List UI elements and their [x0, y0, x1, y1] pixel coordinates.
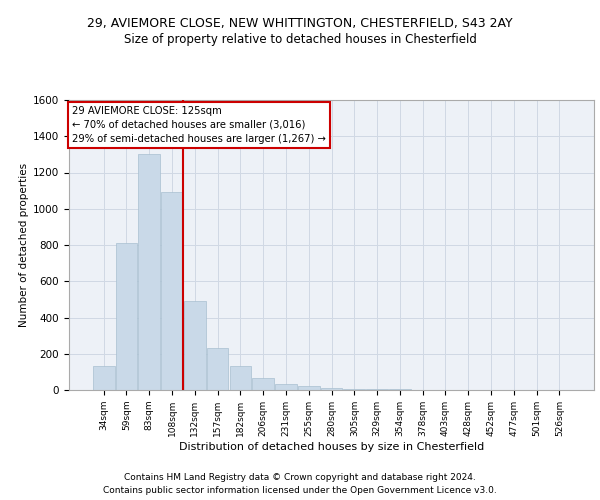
Bar	[366, 389, 388, 390]
Text: Size of property relative to detached houses in Chesterfield: Size of property relative to detached ho…	[124, 32, 476, 46]
Text: Contains public sector information licensed under the Open Government Licence v3: Contains public sector information licen…	[103, 486, 497, 495]
Bar	[207, 348, 229, 390]
Text: Contains HM Land Registry data © Crown copyright and database right 2024.: Contains HM Land Registry data © Crown c…	[124, 472, 476, 482]
X-axis label: Distribution of detached houses by size in Chesterfield: Distribution of detached houses by size …	[179, 442, 484, 452]
Bar	[139, 154, 160, 390]
Bar	[343, 388, 365, 390]
Bar	[320, 388, 343, 390]
Text: 29 AVIEMORE CLOSE: 125sqm
← 70% of detached houses are smaller (3,016)
29% of se: 29 AVIEMORE CLOSE: 125sqm ← 70% of detac…	[71, 106, 325, 144]
Bar	[275, 384, 297, 390]
Bar	[298, 386, 320, 390]
Bar	[253, 378, 274, 390]
Bar	[161, 192, 183, 390]
Bar	[116, 243, 137, 390]
Bar	[230, 366, 251, 390]
Bar	[93, 366, 115, 390]
Text: 29, AVIEMORE CLOSE, NEW WHITTINGTON, CHESTERFIELD, S43 2AY: 29, AVIEMORE CLOSE, NEW WHITTINGTON, CHE…	[87, 18, 513, 30]
Y-axis label: Number of detached properties: Number of detached properties	[19, 163, 29, 327]
Bar	[184, 301, 206, 390]
